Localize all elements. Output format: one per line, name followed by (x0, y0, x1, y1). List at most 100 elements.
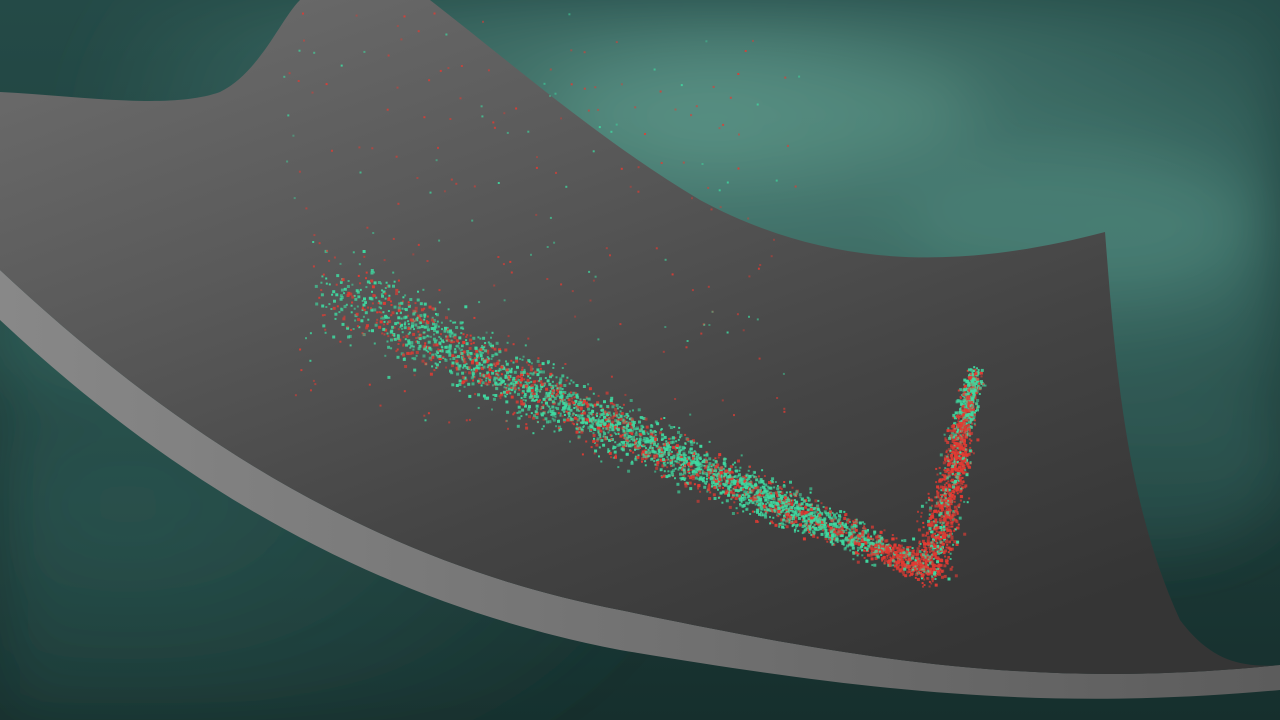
particle-red (962, 481, 965, 483)
particle-red (964, 471, 967, 474)
particle-red (958, 421, 961, 424)
particle-green (953, 460, 956, 463)
particle-green (737, 489, 741, 493)
particle-green (682, 468, 686, 472)
particle-green (416, 341, 420, 344)
particle-green (743, 478, 745, 481)
particle-green (737, 480, 740, 483)
particle-green (912, 568, 915, 571)
particle-green (699, 456, 701, 459)
particle-red (630, 417, 634, 421)
particle-green (594, 419, 597, 422)
particle-red (961, 448, 965, 452)
particle-green (759, 478, 763, 482)
particle-green (684, 461, 688, 465)
particle-green (777, 497, 781, 501)
particle-green (434, 353, 437, 356)
particle-green (581, 417, 585, 421)
particle-green (839, 510, 843, 514)
particle-red (462, 333, 465, 336)
particle-red (946, 529, 949, 532)
particle-red (960, 428, 963, 431)
particle-green (825, 513, 829, 517)
particle-red (942, 519, 945, 521)
particle-red (586, 403, 590, 407)
particle-red (942, 487, 945, 491)
particle-red (629, 423, 632, 426)
particle-green (423, 302, 427, 306)
particle-green (613, 431, 616, 434)
particle-red (780, 488, 783, 491)
particle-green (381, 289, 384, 292)
particle-green (401, 331, 404, 334)
particle-green (939, 512, 943, 515)
particle-green (682, 458, 686, 462)
particle-red (593, 452, 596, 455)
particle-red (686, 458, 688, 461)
particle-green (609, 414, 612, 417)
particle-green (445, 350, 449, 354)
particle-green (824, 528, 828, 532)
particle-green (970, 410, 974, 414)
particle-green (561, 367, 564, 369)
particle-green (903, 554, 907, 558)
particle-red (595, 439, 599, 443)
particle-green (423, 325, 427, 329)
particle-green (682, 473, 684, 476)
particle-red (951, 565, 954, 568)
particle-red (904, 574, 908, 578)
particle-green (739, 488, 743, 492)
particle-green (972, 389, 975, 392)
particle-green (666, 445, 670, 449)
particle-green (776, 514, 778, 517)
particle-green (341, 322, 345, 326)
particle-green (795, 504, 799, 508)
particle-green (544, 377, 547, 379)
particle-red (915, 569, 919, 573)
particle-red (934, 496, 937, 499)
particle-green (560, 397, 563, 400)
particle-red (455, 359, 459, 363)
particle-red (914, 576, 917, 579)
particle-green (966, 413, 969, 416)
particle-red (959, 436, 963, 440)
particle-green (789, 480, 792, 484)
particle-red (772, 497, 775, 500)
particle-green (504, 374, 508, 378)
particle-green (980, 380, 983, 383)
particle-green (657, 442, 660, 445)
particle-red (963, 391, 966, 393)
particle-red (772, 522, 775, 525)
particle-red (959, 456, 963, 460)
particle-green (576, 408, 579, 412)
particle-red (943, 516, 946, 519)
particle-green (452, 357, 456, 360)
particle-green (800, 502, 804, 506)
particle-red (951, 513, 955, 517)
particle-green (697, 477, 700, 480)
particle-red (955, 486, 959, 490)
particle-red (526, 372, 529, 375)
particle-green (822, 506, 825, 508)
particle-green (862, 537, 866, 541)
particle-green (565, 396, 569, 400)
particle-red (714, 457, 717, 460)
particle-green (694, 470, 698, 474)
particle-red (465, 335, 468, 338)
particle-green (592, 427, 595, 430)
particle-red (925, 565, 928, 568)
particle-green (360, 319, 364, 323)
particle-red (653, 456, 656, 460)
particle-green (487, 364, 490, 367)
particle-red (934, 583, 938, 587)
particle-red (963, 408, 967, 412)
particle-red (498, 348, 502, 352)
particle-red (936, 473, 939, 476)
particle-red (893, 544, 897, 548)
particle-green (362, 315, 365, 318)
particle-green (817, 526, 820, 529)
particle-green (466, 350, 470, 353)
particle-green (961, 456, 965, 460)
particle-red (534, 380, 537, 383)
particle-green (651, 436, 655, 440)
